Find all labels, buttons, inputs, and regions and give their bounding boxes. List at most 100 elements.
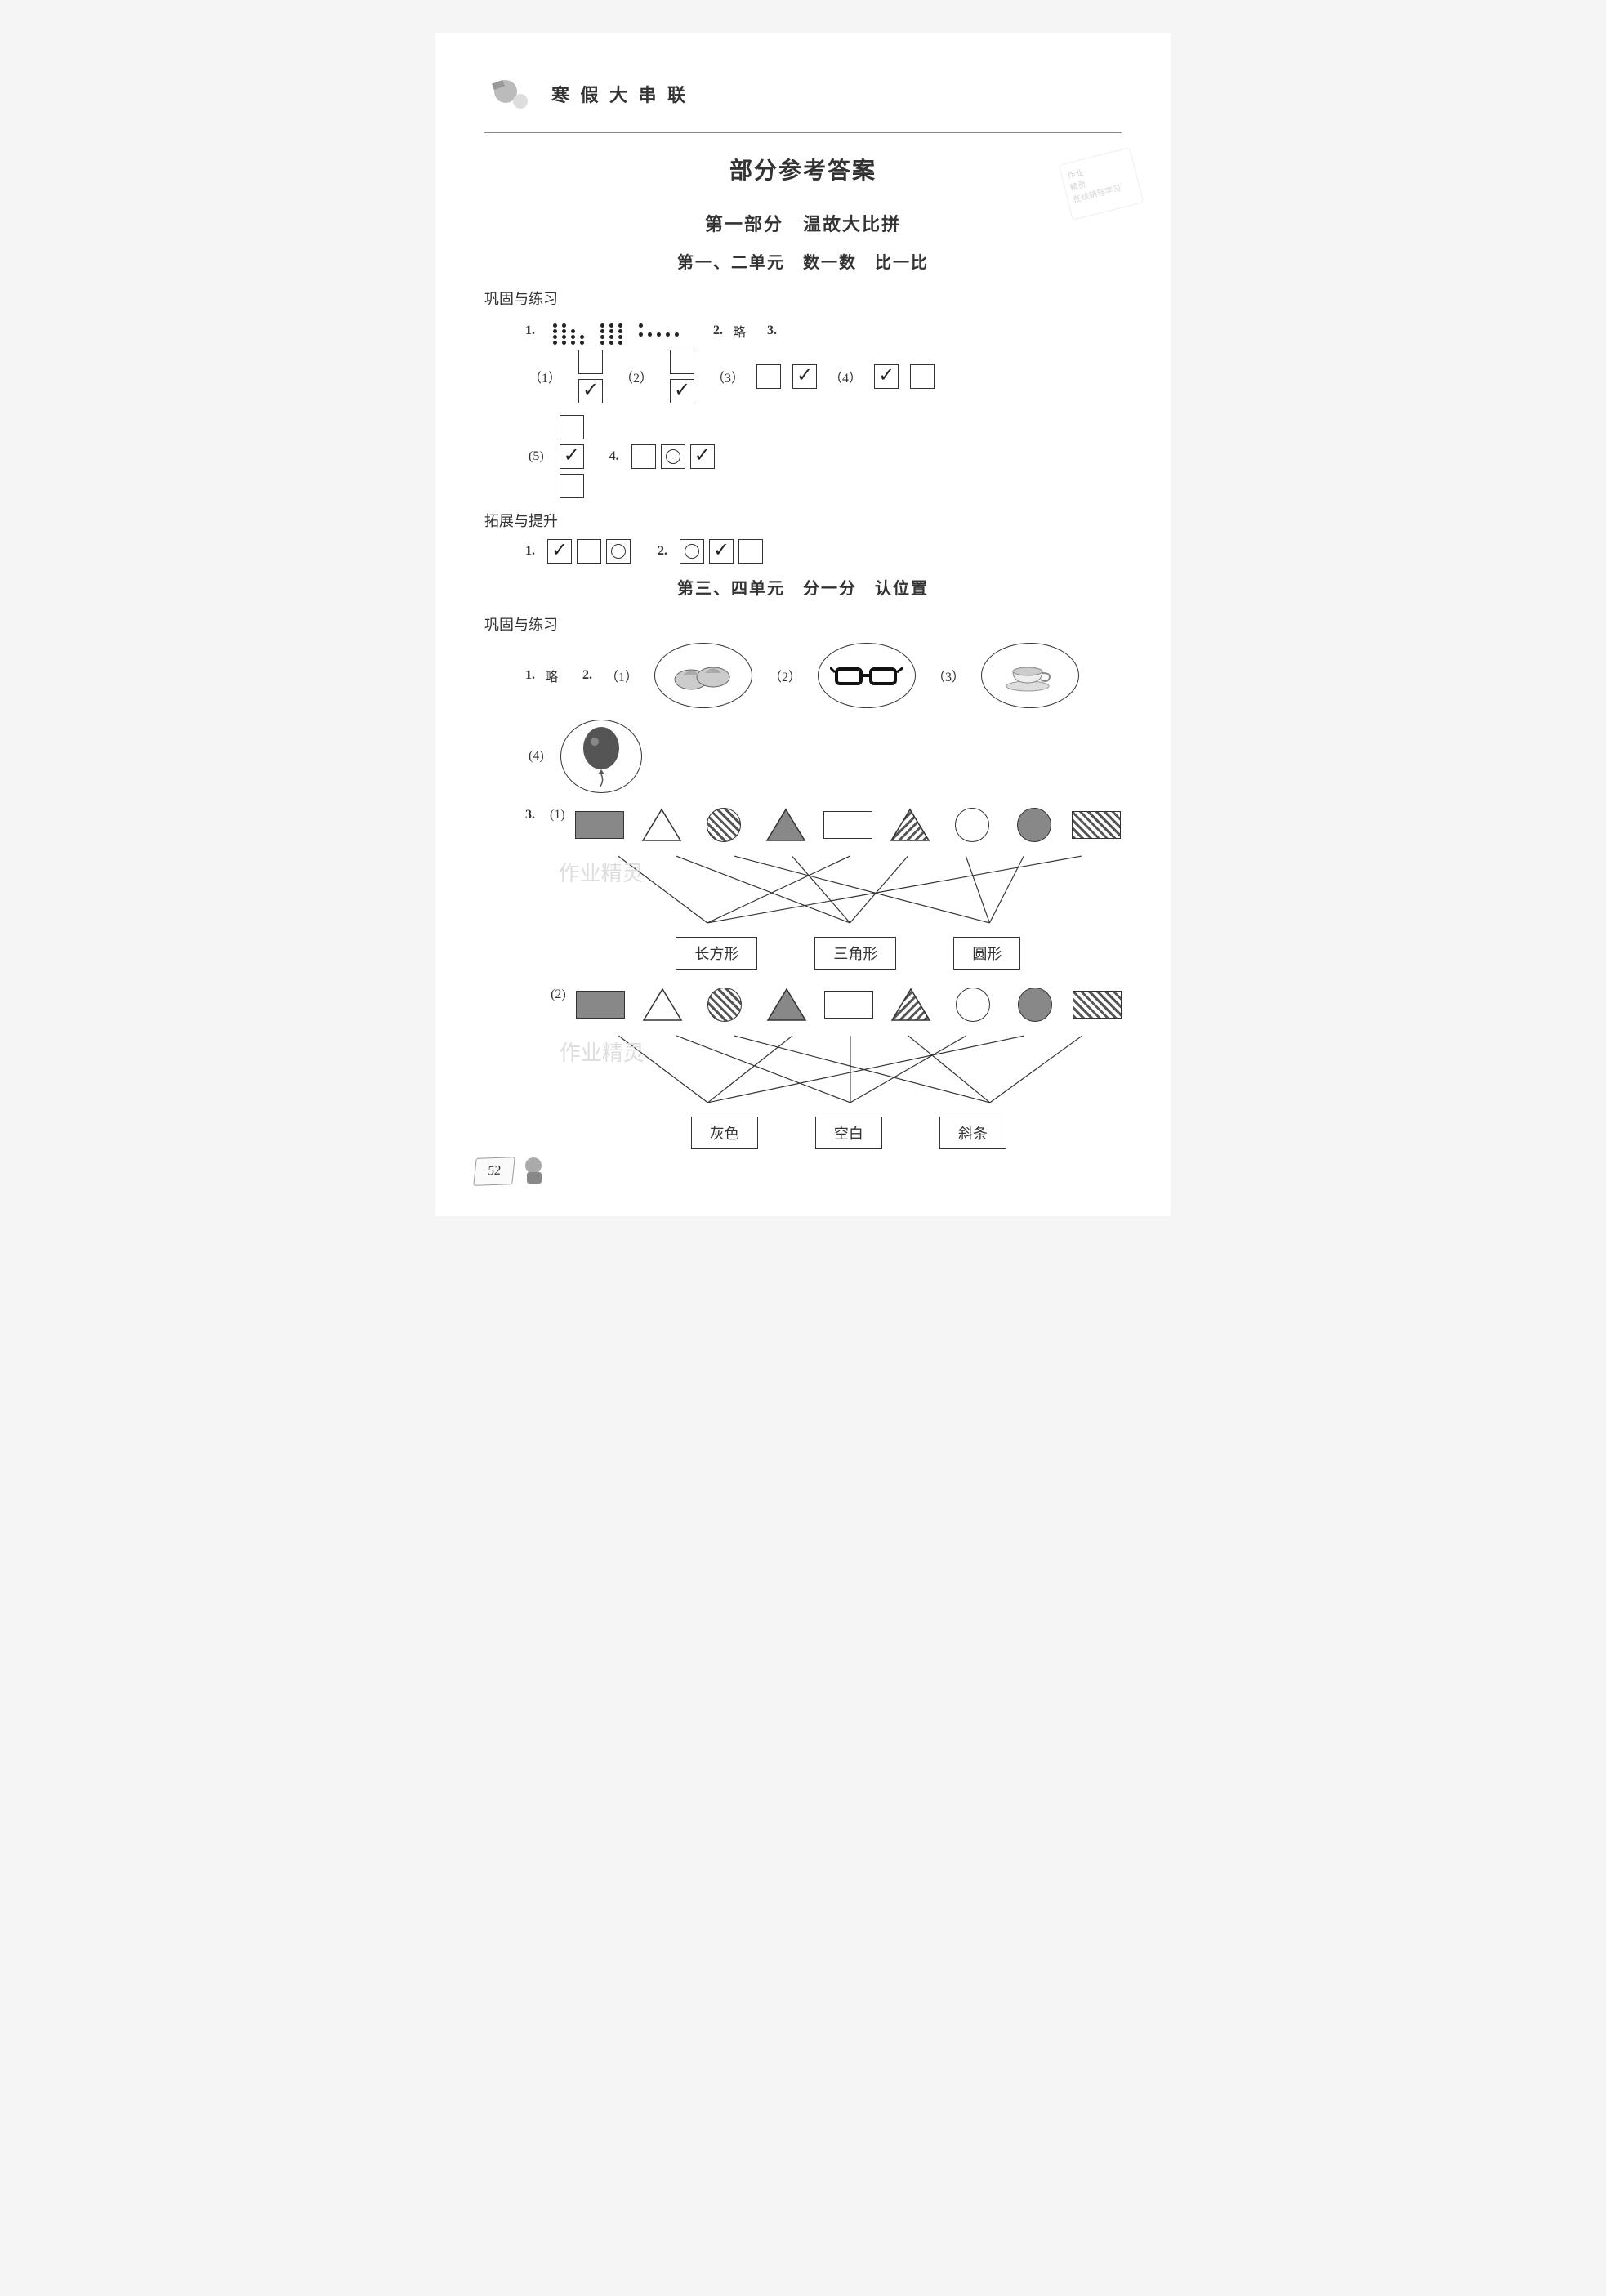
oval-2-label: （2） [769, 666, 801, 685]
q4-boxes [629, 444, 717, 469]
match2-shapes-row [576, 988, 1122, 1022]
circle-shape [700, 988, 749, 1022]
ext-q2-boxes [677, 539, 765, 564]
q3-sub-label: （4） [829, 367, 862, 386]
oval-teacup [981, 643, 1079, 708]
oval-4-label: (4) [529, 749, 544, 764]
q3-sub-label: （2） [620, 367, 653, 386]
category-label: 斜条 [939, 1117, 1006, 1149]
answer-box [547, 539, 572, 564]
match1-labels-row: 长方形 三角形 圆形 [575, 937, 1122, 970]
answer-box [578, 379, 603, 403]
tri-shape [886, 808, 935, 842]
match2-sub: (2) [551, 988, 566, 1002]
match-block-2: (2) 作业精灵 灰色空白斜条 [525, 988, 1122, 1149]
category-label: 长方形 [676, 937, 757, 970]
match1-shapes-row [575, 808, 1122, 842]
answer-box [670, 350, 694, 374]
u34-q1-num: 1. [525, 668, 535, 683]
match-block-1: 3. (1) 作业精灵 长方形三角形圆形 [525, 808, 1122, 970]
answer-box [690, 444, 715, 469]
rect-shape [1072, 808, 1121, 842]
footer-cartoon-icon [519, 1151, 551, 1192]
oval-slippers [654, 643, 752, 708]
answer-box [631, 444, 656, 469]
answer-box [560, 415, 584, 439]
circle-shape [699, 808, 748, 842]
rect-shape [824, 988, 873, 1022]
rect-shape [823, 808, 872, 842]
main-title: 部分参考答案 [484, 153, 1122, 185]
oval-3-label: （3） [932, 666, 965, 685]
unit34-title: 第三、四单元 分一分 认位置 [484, 575, 1122, 599]
dot-group [600, 323, 622, 345]
page: 寒 假 大 串 联 作业精灵在线辅导学习 部分参考答案 第一部分 温故大比拼 第… [435, 33, 1171, 1216]
match2-wrap: 作业精灵 灰色空白斜条 [576, 988, 1122, 1149]
q3-sub-label: （1） [529, 367, 561, 386]
answer-box [709, 539, 734, 564]
match2-lines [576, 1028, 1122, 1110]
circle-shape [948, 808, 997, 842]
oval-balloon [560, 720, 642, 793]
row-ovals-1: 1. 略 2. （1） （2） （3） [525, 643, 1122, 708]
match1-lines [575, 849, 1122, 930]
answer-box [874, 364, 899, 389]
answer-box [578, 350, 603, 374]
header-rule [484, 132, 1122, 133]
tri-shape [762, 988, 811, 1022]
u34-q3-num: 3. [525, 808, 535, 823]
category-label: 圆形 [953, 937, 1020, 970]
q2-omit: 略 [733, 321, 746, 341]
answer-box [738, 539, 763, 564]
dot-group [639, 323, 679, 337]
answer-box [670, 379, 694, 403]
q3-num: 3. [767, 323, 777, 338]
unit12-title: 第一、二单元 数一数 比一比 [484, 249, 1122, 273]
row-q1-q3: 1. 2. 略 3. （1）（2）（3）（4） [525, 317, 1122, 403]
section-extend: 拓展与提升 [484, 510, 1122, 531]
row-ovals-2: (4) [525, 720, 1122, 793]
q3-5-stack [557, 415, 587, 498]
u34-q1-omit: 略 [545, 666, 558, 685]
rect-shape [576, 988, 625, 1022]
circle-shape [1010, 988, 1060, 1022]
category-label: 灰色 [691, 1117, 758, 1149]
answer-box [661, 444, 685, 469]
answer-box [910, 364, 935, 389]
oval-1-label: （1） [605, 666, 638, 685]
tri-shape [638, 988, 687, 1022]
oval-glasses [818, 643, 916, 708]
section-consolidate-2: 巩固与练习 [484, 613, 1122, 635]
category-label: 空白 [815, 1117, 882, 1149]
q3-5-label: (5) [529, 449, 544, 464]
q4-num: 4. [609, 449, 619, 464]
answer-box [792, 364, 817, 389]
match1-sub: (1) [550, 808, 565, 823]
part-title: 第一部分 温故大比拼 [484, 210, 1122, 236]
dot-groups [545, 317, 687, 345]
q1-num: 1. [525, 323, 535, 338]
answer-box [560, 444, 584, 469]
header-cartoon-icon [484, 74, 542, 114]
dot-group [553, 323, 584, 345]
answer-box-stack [576, 350, 605, 403]
answer-box [606, 539, 631, 564]
circle-shape [1010, 808, 1059, 842]
category-label: 三角形 [814, 937, 896, 970]
match2-labels-row: 灰色 空白 斜条 [576, 1117, 1122, 1149]
tri-shape [886, 988, 935, 1022]
q3-items: （1） （2） （3） （4） [525, 350, 937, 403]
ext-q1-num: 1. [525, 544, 535, 559]
row-q5-q4: (5) 4. [525, 415, 1122, 498]
q3-sub-label: （3） [712, 367, 744, 386]
answer-box-stack [667, 350, 697, 403]
tri-shape [761, 808, 810, 842]
page-header: 寒 假 大 串 联 [484, 74, 1122, 114]
rect-shape [575, 808, 624, 842]
series-title: 寒 假 大 串 联 [551, 81, 689, 107]
ext-q2-num: 2. [658, 544, 667, 559]
answer-box [577, 539, 601, 564]
u34-q2-num: 2. [582, 668, 592, 683]
answer-box [560, 474, 584, 498]
row-ext: 1. 2. [525, 539, 1122, 564]
